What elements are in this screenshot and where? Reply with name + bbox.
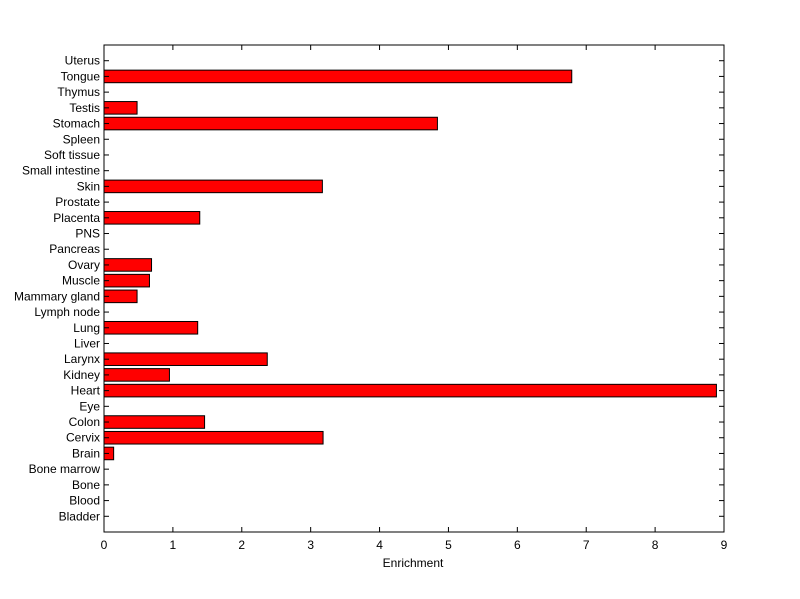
bar-heart [103,383,717,398]
y-tick-label: PNS [75,227,100,241]
y-tick-label: Brain [72,446,100,460]
y-tick-label: Muscle [62,274,100,288]
y-tick-label: Skin [77,179,100,193]
x-tick-labels: 0 1 2 3 4 5 6 7 8 9 [101,538,728,552]
bar-kidney [103,368,170,382]
y-tick-label: Soft tissue [44,148,100,162]
bar-cervix [103,430,324,445]
x-tick-label: 6 [514,538,521,552]
bar-stomach [103,116,438,131]
x-tick-label: 2 [238,538,245,552]
y-tick-label: Thymus [57,85,100,99]
x-tick-label: 8 [652,538,659,552]
y-tick-label: Bladder [59,509,100,523]
bar-placenta [103,211,201,225]
y-tick-label: Colon [69,415,100,429]
x-tick-label: 5 [445,538,452,552]
y-tick-label: Small intestine [22,164,100,178]
y-tick-label: Pancreas [49,242,100,256]
x-tick-label: 7 [583,538,590,552]
y-tick-label: Uterus [65,54,100,68]
y-tick-label: Bone [72,478,100,492]
x-tick-label: 3 [307,538,314,552]
x-axis-label: Enrichment [383,556,444,570]
bar-lung [103,320,199,335]
y-tick-label: Liver [74,336,100,350]
y-tick-label: Cervix [66,431,100,445]
y-tick-label: Prostate [55,195,100,209]
y-tick-label: Placenta [53,211,100,225]
bar-colon [103,415,206,429]
bar-tongue [103,69,573,84]
x-tick-label: 0 [101,538,108,552]
y-tick-label: Tongue [61,69,101,83]
bar-skin [103,179,323,194]
y-tick-label: Ovary [68,258,100,272]
bar-muscle [103,273,150,288]
y-tick-label: Eye [79,399,100,413]
bar-larynx [103,352,268,366]
x-tick-label: 1 [170,538,177,552]
y-tick-label: Lung [73,321,100,335]
y-tick-label: Spleen [63,132,100,146]
y-tick-label: Lymph node [34,305,100,319]
x-tick-label: 9 [721,538,728,552]
y-tick-label: Mammary gland [14,289,100,303]
y-tick-label: Heart [71,384,101,398]
y-tick-label: Bone marrow [29,462,101,476]
bar-ovary [103,258,153,272]
y-tick-label: Larynx [64,352,100,366]
y-tick-label: Blood [69,494,100,508]
x-tick-label: 4 [376,538,383,552]
plot-frame [103,44,725,533]
ticks-group [103,45,725,532]
y-tick-label: Kidney [63,368,100,382]
y-tick-label: Testis [69,101,100,115]
y-tick-label: Stomach [53,117,100,131]
